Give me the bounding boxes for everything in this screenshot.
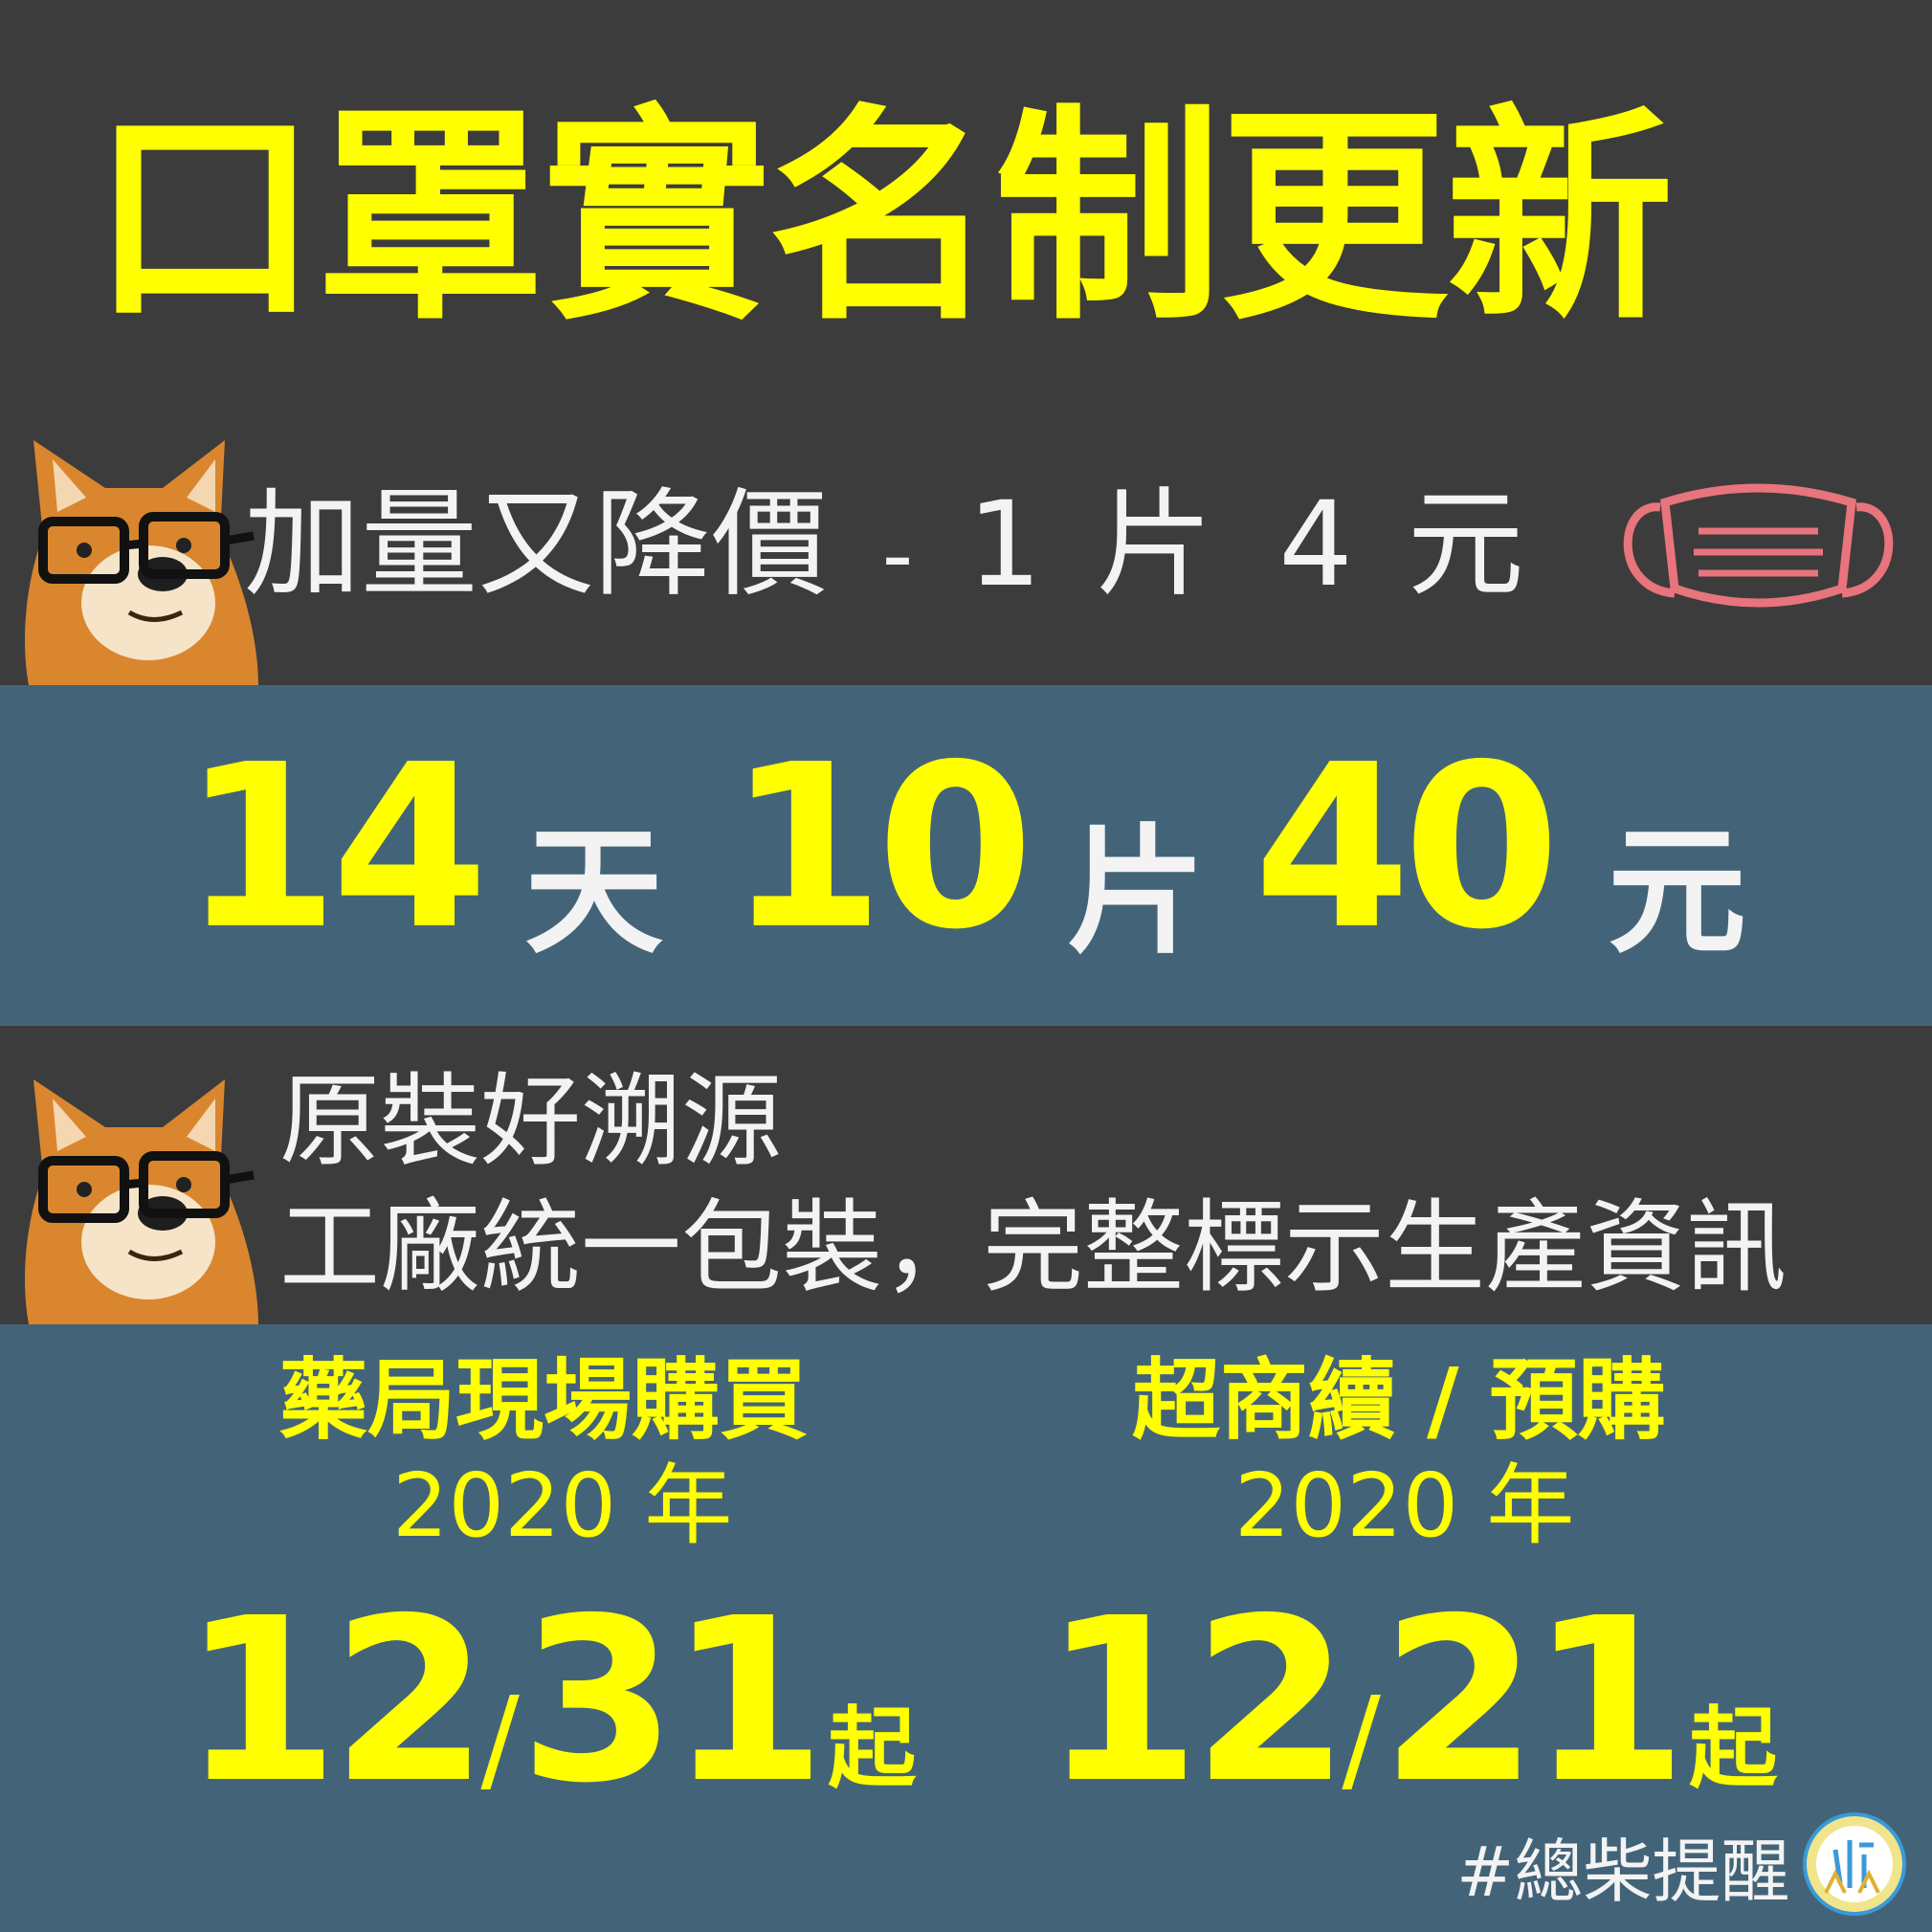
pharmacy-label: 藥局現場購買 bbox=[279, 1349, 809, 1452]
store-year: 2020 年 bbox=[1234, 1455, 1575, 1557]
money-unit: 元 bbox=[1608, 811, 1746, 973]
hashtag: #總柴提醒 bbox=[1456, 1832, 1790, 1912]
days-number: 14 bbox=[182, 716, 488, 979]
pharmacy-suffix: 起 bbox=[828, 1698, 917, 1800]
packaging-band bbox=[0, 1026, 1932, 1324]
pharmacy-year: 2020 年 bbox=[392, 1455, 733, 1557]
store-date: 12/21 起 bbox=[1043, 1588, 1777, 1814]
shiba-dog-with-glasses-icon bbox=[24, 1079, 258, 1324]
price-line: 加量又降價 - 1 片 4 元 bbox=[244, 486, 1524, 603]
pieces-unit: 片 bbox=[1067, 811, 1206, 973]
ministry-logo-icon bbox=[1803, 1812, 1906, 1916]
highlight-band bbox=[0, 685, 1932, 1026]
days-unit: 天 bbox=[524, 811, 663, 973]
dates-band bbox=[0, 1324, 1932, 1932]
store-slash: / bbox=[1342, 1674, 1381, 1807]
pieces-number: 10 bbox=[727, 716, 1033, 979]
pharmacy-day: 31 bbox=[519, 1569, 826, 1832]
store-day: 21 bbox=[1380, 1569, 1687, 1832]
price-line-piece-unit: 片 bbox=[1096, 477, 1213, 612]
price-line-price: 4 bbox=[1278, 477, 1353, 612]
packaging-line-2: 工廠統一包裝，完整標示生產資訊 bbox=[279, 1189, 1788, 1306]
pharmacy-month: 12 bbox=[182, 1569, 488, 1832]
face-mask-icon bbox=[1623, 483, 1894, 608]
store-label: 超商續 / 預購 bbox=[1132, 1349, 1666, 1452]
price-line-main: 加量又降價 bbox=[244, 477, 828, 612]
page-title: 口罩實名制更新 bbox=[91, 86, 1674, 351]
shiba-dog-with-glasses-icon bbox=[24, 440, 258, 685]
price-line-money-unit: 元 bbox=[1407, 477, 1524, 612]
packaging-line-1: 原裝好溯源 bbox=[279, 1063, 783, 1180]
money-number: 40 bbox=[1254, 716, 1560, 979]
pharmacy-slash: / bbox=[480, 1674, 520, 1807]
store-month: 12 bbox=[1043, 1569, 1349, 1832]
header-band bbox=[0, 0, 1932, 685]
price-line-dash: - bbox=[881, 505, 914, 606]
store-suffix: 起 bbox=[1689, 1698, 1778, 1800]
price-line-qty: 1 bbox=[967, 477, 1042, 612]
pharmacy-date: 12/31 起 bbox=[182, 1588, 916, 1814]
